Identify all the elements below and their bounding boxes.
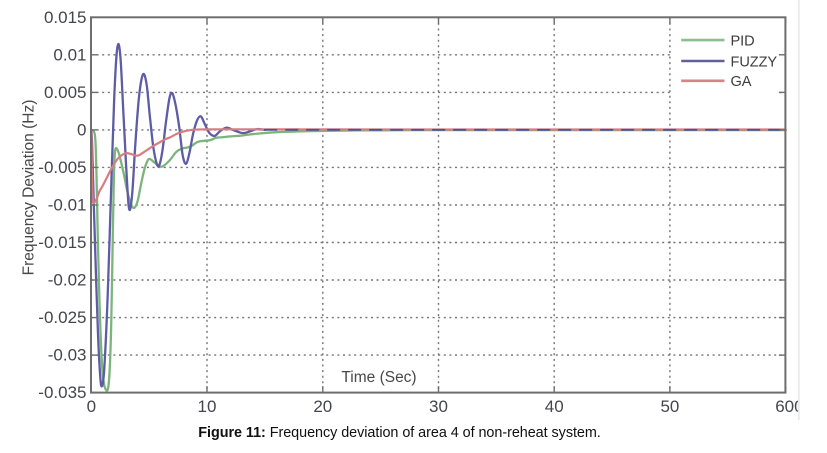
svg-text:-0.035: -0.035 — [38, 383, 86, 402]
svg-text:0.01: 0.01 — [53, 45, 86, 64]
svg-text:0: 0 — [77, 120, 86, 139]
svg-text:0.015: 0.015 — [44, 8, 87, 27]
svg-text:50: 50 — [660, 397, 679, 416]
svg-text:GA: GA — [731, 74, 752, 90]
svg-text:Figure 11: Frequency deviation: Figure 11: Frequency deviation of area 4… — [198, 425, 600, 441]
svg-text:-0.03: -0.03 — [48, 346, 87, 365]
svg-text:PID: PID — [731, 34, 755, 50]
svg-text:0: 0 — [87, 397, 96, 416]
svg-text:10: 10 — [198, 397, 217, 416]
svg-text:600: 600 — [775, 397, 803, 416]
svg-text:40: 40 — [545, 397, 564, 416]
svg-text:-0.01: -0.01 — [48, 196, 87, 215]
svg-text:30: 30 — [429, 397, 448, 416]
svg-text:Time (Sec): Time (Sec) — [341, 369, 416, 386]
svg-text:FUZZY: FUZZY — [731, 54, 778, 70]
svg-text:-0.005: -0.005 — [38, 158, 86, 177]
svg-text:-0.02: -0.02 — [48, 271, 87, 290]
svg-text:-0.025: -0.025 — [38, 308, 86, 327]
svg-text:Frequency Deviation (Hz): Frequency Deviation (Hz) — [21, 100, 38, 276]
svg-text:0.005: 0.005 — [44, 83, 87, 102]
svg-text:-0.015: -0.015 — [38, 233, 86, 252]
svg-text:20: 20 — [313, 397, 332, 416]
